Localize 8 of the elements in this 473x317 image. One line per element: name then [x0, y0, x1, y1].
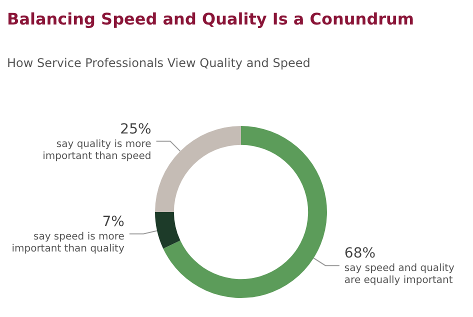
data-label: 68%: [344, 246, 376, 262]
chart-title: Balancing Speed and Quality Is a Conundrum: [7, 10, 414, 28]
chart-subtitle: How Service Professionals View Quality and Speed: [7, 56, 310, 70]
data-label: 7%: [102, 214, 124, 230]
slice-label: say speed and quality are equally important: [344, 263, 455, 286]
slice-label: say quality is more important than speed: [42, 138, 152, 162]
slice-label: say speed is more important than quality: [12, 231, 124, 254]
data-label: 25%: [120, 121, 152, 138]
